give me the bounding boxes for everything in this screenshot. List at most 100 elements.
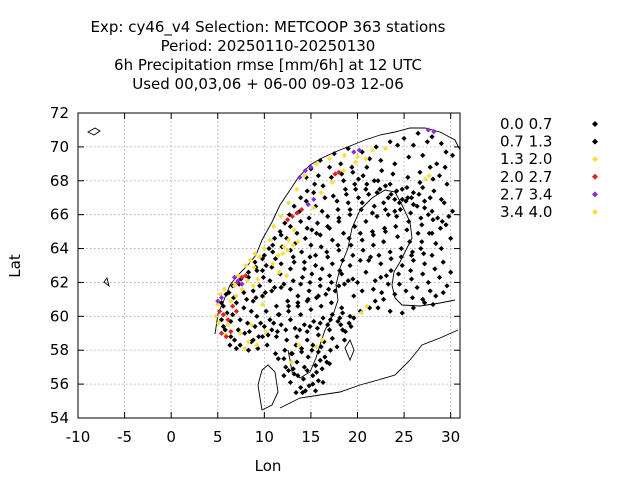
station-point-bin-0 [385, 212, 391, 218]
station-point-bin-0 [388, 191, 394, 197]
station-point-bin-3 [230, 303, 236, 309]
station-point-bin-0 [430, 217, 436, 223]
station-point-bin-1 [403, 198, 409, 204]
station-point-bin-1 [338, 161, 344, 167]
station-point-bin-0 [393, 223, 399, 230]
station-point-bin-0 [237, 342, 243, 348]
station-point-bin-0 [403, 288, 409, 294]
station-point-bin-2 [353, 159, 359, 165]
station-point-bin-0 [304, 328, 310, 335]
station-point-bin-0 [421, 261, 428, 267]
station-point-bin-0 [399, 186, 405, 192]
station-point-bin-0 [301, 259, 308, 265]
station-point-bin-0 [334, 198, 340, 204]
station-point-bin-0 [409, 249, 416, 255]
station-point-bin-0 [385, 195, 391, 201]
station-point-bin-0 [440, 259, 446, 265]
station-point-bin-1 [272, 351, 279, 357]
station-point-bin-0 [261, 323, 267, 330]
station-point-bin-2 [422, 176, 429, 182]
station-point-bin-0 [378, 274, 384, 280]
station-point-bin-0 [385, 281, 391, 287]
station-point-bin-0 [401, 135, 407, 142]
x-tick-label: 10 [255, 428, 274, 446]
station-point-bin-2 [270, 261, 276, 267]
station-point-bin-0 [366, 191, 372, 197]
station-point-bin-1 [218, 300, 225, 306]
coastline-shetland [103, 276, 110, 288]
station-point-bin-0 [285, 298, 291, 304]
station-point-bin-1 [250, 298, 256, 304]
station-point-bin-3 [239, 274, 245, 280]
station-point-bin-0 [308, 242, 314, 248]
station-point-bin-0 [382, 206, 389, 213]
station-point-bin-0 [364, 164, 370, 170]
station-point-bin-2 [237, 330, 243, 336]
station-point-bin-0 [346, 235, 352, 241]
chart-title: Exp: cy46_v4 Selection: METCOOP 363 stat… [91, 18, 446, 93]
station-point-bin-0 [310, 373, 316, 379]
station-point-bin-0 [285, 308, 292, 314]
station-point-bin-0 [269, 327, 275, 333]
station-point-bin-1 [277, 229, 283, 235]
station-point-bin-0 [427, 288, 433, 294]
station-point-bin-0 [343, 191, 349, 197]
station-point-bin-0 [404, 227, 410, 233]
station-point-bin-2 [225, 322, 231, 328]
station-point-bin-2 [257, 254, 263, 260]
station-point-bin-0 [254, 267, 260, 274]
scatter-points [213, 127, 456, 396]
x-tick-label: -5 [117, 428, 132, 446]
station-point-bin-0 [415, 130, 421, 136]
station-point-bin-0 [287, 379, 294, 386]
station-point-bin-1 [295, 373, 301, 379]
station-point-bin-2 [255, 276, 261, 282]
station-point-bin-0 [443, 222, 449, 228]
station-point-bin-0 [270, 249, 276, 255]
station-point-bin-2 [213, 313, 219, 319]
station-point-bin-0 [273, 334, 280, 340]
station-point-bin-0 [246, 328, 253, 335]
station-point-bin-1 [340, 310, 346, 316]
station-point-bin-0 [394, 234, 401, 240]
station-point-bin-1 [313, 369, 320, 375]
station-point-bin-0 [258, 320, 264, 326]
station-point-bin-0 [430, 176, 436, 182]
station-point-bin-1 [309, 347, 315, 353]
station-point-bin-2 [285, 200, 292, 206]
station-point-bin-5 [252, 251, 258, 257]
station-point-bin-0 [328, 300, 335, 306]
station-point-bin-0 [369, 229, 376, 235]
station-point-bin-0 [335, 242, 341, 248]
station-point-bin-0 [263, 262, 269, 269]
station-point-bin-0 [318, 244, 324, 250]
station-point-bin-0 [383, 273, 389, 279]
station-point-bin-0 [310, 342, 316, 348]
station-point-bin-0 [298, 384, 304, 391]
station-point-bin-0 [449, 152, 456, 158]
station-point-bin-2 [267, 237, 273, 243]
y-tick-label: 72 [50, 104, 69, 122]
station-point-bin-0 [426, 230, 432, 236]
station-point-bin-0 [291, 259, 297, 265]
station-point-bin-0 [347, 313, 353, 319]
station-point-bin-0 [405, 174, 411, 180]
station-point-bin-0 [370, 286, 376, 292]
station-point-bin-1 [315, 173, 321, 179]
station-point-bin-0 [410, 257, 417, 264]
station-point-bin-0 [301, 364, 308, 370]
station-point-bin-3 [294, 210, 300, 216]
y-tick-label: 64 [50, 240, 69, 258]
station-point-bin-0 [339, 305, 345, 311]
station-point-bin-0 [315, 378, 321, 384]
station-point-bin-1 [381, 200, 387, 206]
station-point-bin-5 [280, 251, 286, 257]
station-point-bin-0 [293, 342, 299, 348]
coastline-denmark [257, 364, 279, 411]
station-point-bin-0 [373, 144, 379, 150]
station-point-bin-0 [270, 242, 276, 248]
station-point-bin-0 [366, 257, 372, 264]
station-point-bin-0 [278, 261, 284, 267]
station-point-bin-4 [308, 164, 314, 170]
station-point-bin-0 [259, 267, 266, 274]
